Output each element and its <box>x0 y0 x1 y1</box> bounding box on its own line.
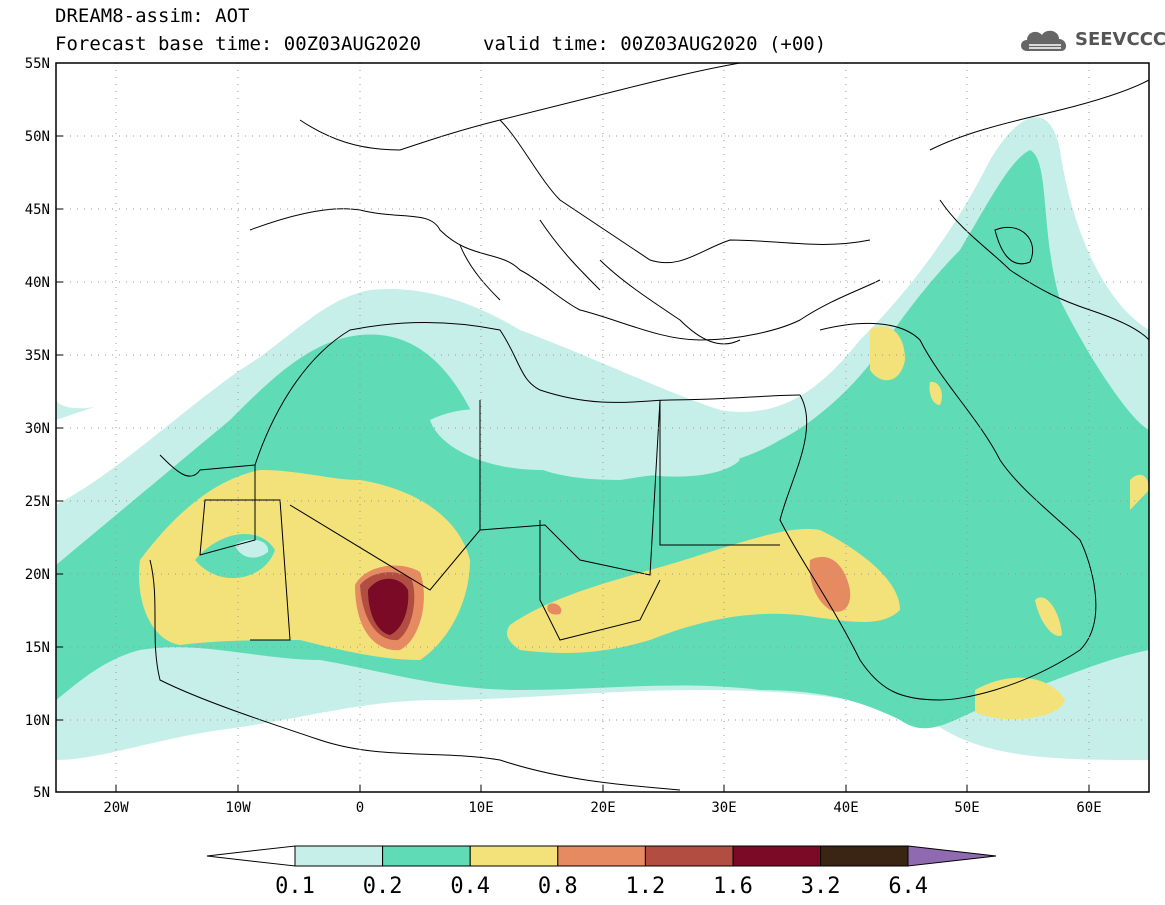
colorbar-label: 0.1 <box>275 874 315 899</box>
lon-label: 20E <box>590 800 615 816</box>
colorbar-cell <box>294 845 384 867</box>
forecast-base-time: Forecast base time: 00Z03AUG2020 <box>55 33 422 55</box>
colorbar-label: 3.2 <box>801 874 841 899</box>
colorbar-label: 0.2 <box>363 874 403 899</box>
lon-label: 0 <box>356 800 364 816</box>
lat-label: 5N <box>33 785 50 801</box>
colorbar: 0.1 0.2 0.4 0.8 1.2 1.6 3.2 6.4 <box>206 845 997 899</box>
lon-label: 10E <box>468 800 493 816</box>
lon-label: 20W <box>103 800 129 816</box>
colorbar-cell <box>732 845 822 867</box>
colorbar-label: 1.6 <box>713 874 753 899</box>
colorbar-cell <box>820 845 909 867</box>
seevccc-logo: SEEVCCC <box>1017 23 1165 57</box>
tick-marks <box>56 62 1090 792</box>
cloud-icon <box>1021 30 1067 51</box>
logo-text: SEEVCCC <box>1075 29 1165 50</box>
colorbar-min-arrow <box>206 845 296 867</box>
colorbar-label: 0.8 <box>538 874 578 899</box>
lon-label: 50E <box>954 800 979 816</box>
lat-label: 10N <box>25 713 50 729</box>
lon-labels: 20W 10W 0 10E 20E 30E 40E 50E 60E <box>103 800 1101 816</box>
lat-label: 40N <box>25 275 50 291</box>
map-title: DREAM8-assim: AOT <box>55 5 250 27</box>
colorbar-label: 0.4 <box>450 874 490 899</box>
lat-label: 30N <box>25 421 50 437</box>
graticule <box>56 63 1149 792</box>
colorbar-cell <box>469 845 559 867</box>
lon-label: 30E <box>711 800 736 816</box>
colorbar-label: 1.2 <box>626 874 666 899</box>
lon-label: 10W <box>225 800 251 816</box>
lat-labels: 55N 50N 45N 40N 35N 30N 25N 20N 15N 10N … <box>25 56 50 801</box>
valid-time: valid time: 00Z03AUG2020 (+00) <box>483 33 827 55</box>
aot-band-1.6 <box>368 578 409 635</box>
aot-contours <box>56 63 1149 792</box>
lat-label: 20N <box>25 567 50 583</box>
lat-label: 15N <box>25 640 50 656</box>
lon-label: 40E <box>833 800 858 816</box>
colorbar-max-arrow <box>907 845 997 867</box>
colorbar-cell <box>382 845 471 867</box>
lat-label: 25N <box>25 494 50 510</box>
lat-label: 50N <box>25 129 50 145</box>
lat-label: 55N <box>25 56 50 72</box>
lon-label: 60E <box>1076 800 1101 816</box>
coastlines <box>149 63 1149 791</box>
lat-label: 35N <box>25 348 50 364</box>
colorbar-cell <box>644 845 734 867</box>
colorbar-label: 6.4 <box>888 874 928 899</box>
colorbar-cell <box>557 845 646 867</box>
lat-label: 45N <box>25 202 50 218</box>
